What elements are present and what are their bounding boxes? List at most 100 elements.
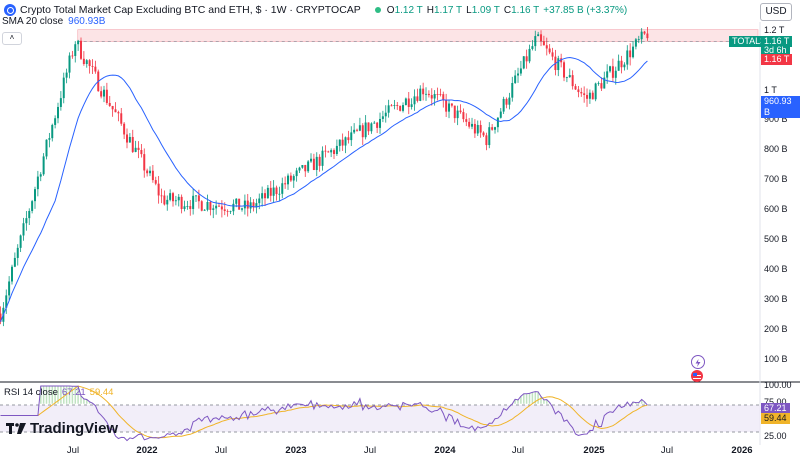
- candle-body: [344, 137, 347, 146]
- candle-body: [361, 125, 364, 138]
- candle-body: [525, 56, 528, 62]
- candle-body: [335, 145, 338, 154]
- price-tick: 100 B: [764, 354, 788, 364]
- candle-body: [646, 33, 649, 39]
- candle-body: [289, 175, 292, 181]
- candle-body: [0, 313, 2, 322]
- candle-body: [42, 156, 45, 175]
- symbol-title[interactable]: Crypto Total Market Cap Excluding BTC an…: [20, 4, 361, 16]
- candle-body: [324, 150, 327, 152]
- price-tick: 900 B: [764, 114, 788, 124]
- price-tick: 800 B: [764, 144, 788, 154]
- candle-body: [223, 209, 226, 211]
- candle-body: [519, 68, 522, 74]
- sma-legend[interactable]: SMA 20 close 960.93B: [2, 16, 105, 27]
- candle-body: [565, 77, 568, 78]
- candle-body: [65, 72, 68, 78]
- candle-body: [537, 34, 540, 37]
- candle-body: [36, 176, 39, 190]
- candle-body: [307, 161, 310, 172]
- candle-body: [338, 139, 341, 146]
- candle-body: [16, 247, 19, 258]
- currency-button[interactable]: USD: [760, 3, 792, 21]
- candle-body: [295, 170, 298, 177]
- candle-body: [137, 147, 140, 150]
- candle-body: [522, 56, 525, 69]
- candle-body: [545, 45, 548, 49]
- candle-body: [494, 127, 497, 130]
- candle-body: [488, 127, 491, 146]
- candle-body: [620, 60, 623, 68]
- candle-body: [232, 203, 235, 212]
- candle-body: [45, 139, 48, 157]
- candle-body: [404, 98, 407, 106]
- price-tick: 400 B: [764, 264, 788, 274]
- candle-body: [623, 64, 626, 68]
- candle-body: [77, 40, 80, 45]
- candle-body: [353, 129, 356, 133]
- candle-body: [614, 70, 617, 78]
- rsi-legend[interactable]: RSI 14 close 67.21 59.44: [4, 387, 113, 398]
- last-price-tag: 1.16 T: [761, 36, 793, 47]
- candle-body: [482, 132, 485, 136]
- candle-body: [212, 208, 215, 210]
- lightning-icon[interactable]: [691, 355, 705, 369]
- candle-body: [473, 123, 476, 134]
- time-tick: 2022: [136, 445, 158, 456]
- candle-body: [580, 92, 583, 94]
- candle-body: [71, 55, 74, 57]
- candle-body: [534, 36, 537, 47]
- symbol-logo-icon: [4, 4, 16, 16]
- candle-body: [111, 105, 114, 110]
- candle-body: [88, 60, 91, 67]
- candle-body: [640, 31, 643, 40]
- candle-body: [419, 88, 422, 101]
- candle-body: [13, 257, 16, 267]
- candle-body: [430, 95, 433, 99]
- candle-body: [611, 66, 614, 78]
- time-tick: Jul: [660, 445, 674, 456]
- candle-body: [215, 205, 218, 209]
- rsi-band: [0, 405, 760, 432]
- rsi-ma-tag: 59.44: [761, 413, 790, 424]
- us-flag-icon[interactable]: [691, 370, 703, 382]
- collapse-legend-button[interactable]: ˄: [2, 32, 22, 45]
- candle-body: [177, 196, 180, 201]
- candle-body: [22, 223, 25, 236]
- resistance-zone: [77, 29, 759, 42]
- rsi-line: [0, 385, 648, 442]
- tradingview-wordmark: TradingView: [30, 420, 119, 437]
- candle-body: [243, 200, 246, 209]
- candle-body: [603, 77, 606, 89]
- candle-body: [278, 193, 281, 195]
- candle-body: [422, 88, 425, 95]
- candle-body: [19, 235, 22, 248]
- tradingview-logo[interactable]: TradingView: [6, 420, 118, 437]
- candle-body: [264, 193, 267, 199]
- candle-body: [548, 48, 551, 53]
- candle-body: [33, 189, 36, 202]
- candle-body: [57, 106, 60, 119]
- candle-body: [143, 154, 146, 171]
- candle-body: [85, 60, 88, 65]
- candle-body: [384, 112, 387, 117]
- candle-body: [154, 180, 157, 184]
- candle-body: [594, 83, 597, 100]
- rsi-value: 67.21: [61, 387, 86, 398]
- ohlc-close: C1.16 T: [503, 4, 540, 16]
- candle-body: [189, 206, 192, 209]
- rsi-label: RSI 14 close: [4, 387, 58, 398]
- candle-body: [172, 193, 175, 202]
- candle-body: [100, 91, 103, 97]
- candle-body: [120, 113, 123, 124]
- candle-body: [269, 187, 272, 196]
- time-tick: 2024: [434, 445, 456, 456]
- candle-body: [180, 196, 183, 209]
- candle-body: [149, 170, 152, 174]
- candle-body: [540, 34, 543, 42]
- candle-body: [39, 174, 42, 177]
- candle-body: [643, 31, 646, 34]
- candle-body: [634, 39, 637, 47]
- candle-body: [160, 195, 163, 197]
